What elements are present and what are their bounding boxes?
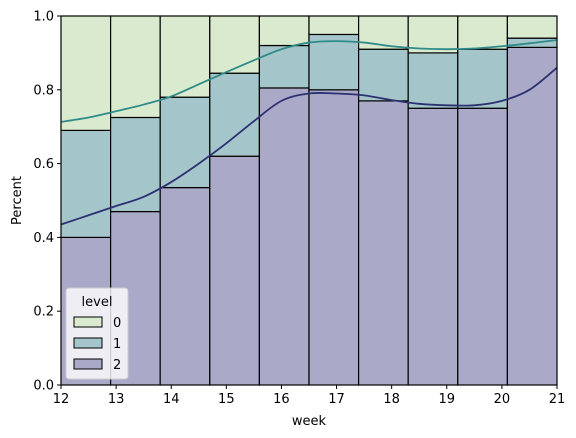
plot-frame — [60, 15, 558, 386]
legend-label-2: 2 — [113, 358, 121, 373]
y-tick-label: 0.4 — [33, 231, 54, 246]
bar-level-0 — [60, 15, 112, 131]
bar-level-2 — [258, 87, 310, 386]
legend-swatch-0 — [73, 316, 103, 328]
x-tick-label: 21 — [549, 392, 566, 407]
bar-level-0 — [258, 15, 310, 47]
y-tick-label: 0.8 — [33, 83, 54, 98]
bar-level-0 — [358, 15, 409, 50]
bar-level-1 — [60, 129, 112, 239]
x-axis-label: week — [292, 414, 327, 429]
x-tick-label: 19 — [439, 392, 456, 407]
x-tick-label: 13 — [108, 392, 125, 407]
y-axis-label: Percent — [10, 176, 25, 225]
bar-level-1 — [209, 72, 261, 157]
x-tick-label: 18 — [383, 392, 400, 407]
legend-swatch-1 — [73, 337, 103, 349]
y-tick-label: 0.2 — [33, 305, 54, 320]
bar-level-1 — [358, 48, 409, 102]
legend-label-1: 1 — [113, 337, 121, 352]
bar-level-2 — [159, 186, 211, 386]
x-tick-label: 17 — [328, 392, 345, 407]
legend-box — [65, 287, 129, 380]
bar-level-1 — [308, 33, 360, 91]
bar-level-0 — [109, 15, 161, 119]
kde-line-level-2 — [61, 66, 557, 226]
y-tick-label: 0.6 — [33, 157, 54, 172]
kde-line-level-1 — [61, 39, 557, 123]
x-tick-label: 14 — [163, 392, 180, 407]
bar-level-0 — [407, 15, 459, 54]
x-tick-label: 15 — [218, 392, 235, 407]
bar-level-2 — [407, 107, 459, 386]
bar-level-2 — [209, 155, 261, 386]
axes-layer: 12 13 14 15 16 17 18 19 20 210.00.20.40.60.81.0we… — [10, 10, 565, 430]
y-tick-label: 1.0 — [33, 10, 54, 25]
kde-lines-layer — [61, 39, 557, 226]
x-tick-label: 20 — [494, 392, 511, 407]
bar-level-0 — [159, 15, 211, 98]
bar-level-1 — [109, 116, 161, 213]
y-tick-label: 0.0 — [33, 379, 54, 394]
x-tick-label: 12 — [53, 392, 70, 407]
bar-level-0 — [308, 15, 360, 36]
x-tick-label: 16 — [273, 392, 290, 407]
bar-level-2 — [506, 46, 558, 386]
bar-level-0 — [457, 15, 508, 50]
bar-level-1 — [258, 44, 310, 89]
bar-level-2 — [308, 89, 360, 386]
bar-level-0 — [506, 15, 558, 39]
bar-level-0 — [209, 15, 261, 74]
bar-level-1 — [457, 48, 508, 109]
legend-label-0: 0 — [113, 316, 121, 331]
bar-level-2 — [457, 107, 508, 386]
bar-level-1 — [407, 52, 459, 109]
bar-level-2 — [358, 100, 409, 386]
legend-swatch-2 — [73, 358, 103, 370]
legend-title: level — [82, 295, 113, 310]
